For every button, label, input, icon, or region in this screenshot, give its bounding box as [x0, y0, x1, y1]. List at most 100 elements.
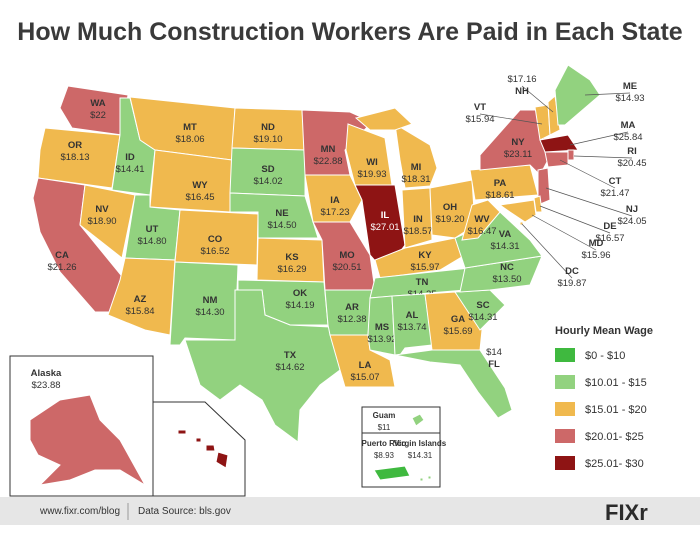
state-wage: $22.88	[313, 156, 342, 167]
state-name: RI	[627, 146, 637, 157]
state-wage: $15.07	[350, 372, 379, 383]
state-wage: $18.90	[87, 216, 116, 227]
state-name: WA	[90, 98, 105, 109]
state-name: MO	[339, 250, 354, 261]
title: How Much Construction Workers Are Paid i…	[17, 18, 682, 46]
legend-swatch	[555, 375, 575, 389]
footer-logo: FIXr	[605, 500, 648, 525]
state-shape	[354, 107, 413, 131]
state-wage: $18.57	[403, 226, 432, 237]
state-name: CT	[609, 176, 622, 187]
state-wage: $14.02	[253, 176, 282, 187]
state-name: DC	[565, 266, 579, 277]
state-wage: $14.93	[615, 93, 644, 104]
state-name: CA	[55, 250, 69, 261]
state-name: CO	[208, 234, 222, 245]
state-name: MS	[375, 322, 389, 333]
leader-line	[521, 85, 554, 113]
legend-swatch	[555, 429, 575, 443]
state-shape	[394, 123, 438, 189]
state-wage: $15.96	[581, 250, 610, 261]
state-wage: $13.92	[367, 334, 396, 345]
state-shape	[394, 349, 513, 419]
state-name: WY	[192, 180, 208, 191]
state-name: ID	[125, 152, 135, 163]
state-name: Guam	[373, 411, 396, 420]
state-shape	[205, 444, 216, 452]
leader-line	[539, 205, 611, 234]
state-name: NE	[275, 208, 288, 219]
state-wage: $14.31	[468, 312, 497, 323]
state-shape	[373, 465, 411, 481]
state-wage: $21.47	[600, 188, 629, 199]
state-name: MA	[621, 120, 636, 131]
state-shape	[177, 429, 187, 435]
state-shape	[537, 167, 551, 206]
state-wage: $11	[378, 423, 391, 432]
state-wage: $13.50	[492, 274, 521, 285]
state-shape	[427, 475, 432, 480]
state-shape	[547, 95, 561, 136]
state-shape	[424, 291, 483, 351]
state-name: WI	[366, 157, 378, 168]
state-name: TX	[284, 350, 297, 361]
state-shape	[59, 85, 129, 136]
state-wage: $14.31	[408, 451, 433, 460]
footer-source: Data Source: bls.gov	[138, 506, 231, 517]
state-name: PA	[494, 178, 507, 189]
state-wage: $19.87	[557, 278, 586, 289]
state-name: IN	[413, 214, 423, 225]
state-name: Virgin Islands	[394, 439, 447, 448]
state-name: MI	[411, 162, 422, 173]
state-wage: $14.80	[137, 236, 166, 247]
state-name: NC	[500, 262, 514, 273]
state-name: KY	[418, 250, 432, 261]
footer-bar	[0, 497, 700, 525]
state-wage: $13.74	[397, 322, 426, 333]
state-name: SC	[476, 300, 489, 311]
state-wage: $15.97	[410, 262, 439, 273]
state-wage: $17.16	[507, 74, 536, 85]
state-wage: $20.45	[617, 158, 646, 169]
state-name: MT	[183, 122, 197, 133]
leader-line	[545, 187, 633, 217]
state-shape	[479, 109, 549, 176]
state-name: OH	[443, 202, 457, 213]
legend-label: $15.01 - $20	[585, 404, 647, 416]
state-shape	[539, 134, 579, 153]
state-wage: $18.06	[175, 134, 204, 145]
state-wage: $16.47	[467, 226, 496, 237]
state-name: MN	[321, 144, 336, 155]
state-wage: $8.93	[374, 451, 395, 460]
state-wage: $16.29	[277, 264, 306, 275]
state-shape	[401, 187, 433, 249]
state-shape	[544, 151, 569, 168]
leader-line	[479, 113, 543, 125]
state-shape	[79, 184, 136, 259]
legend-label: $10.01 - $15	[585, 377, 647, 389]
legend-title: Hourly Mean Wage	[555, 325, 653, 337]
state-wage: $15.84	[125, 306, 154, 317]
state-shape	[215, 451, 229, 469]
state-shape	[461, 199, 501, 241]
state-wage: $19.10	[253, 134, 282, 145]
state-shape	[29, 394, 147, 487]
footer-website: www.fixr.com/blog	[39, 506, 120, 517]
state-wage: $14.62	[275, 362, 304, 373]
state-wage: $14.30	[195, 307, 224, 318]
state-wage: $18.31	[401, 174, 430, 185]
legend-label: $20.01- $25	[585, 431, 644, 443]
legend-swatch	[555, 402, 575, 416]
state-shape	[554, 64, 601, 126]
state-name: Hawaii	[167, 448, 197, 459]
state-name: IL	[381, 210, 390, 221]
state-wage: $16.57	[595, 233, 624, 244]
state-wage: $16.52	[200, 246, 229, 257]
state-shape	[195, 437, 202, 443]
state-wage: $16.45	[185, 192, 214, 203]
state-name: NH	[515, 86, 529, 97]
state-name: ME	[623, 81, 637, 92]
state-name: IA	[330, 195, 340, 206]
state-wage: $23.11	[504, 149, 532, 160]
state-wage: $27.01	[370, 222, 399, 233]
